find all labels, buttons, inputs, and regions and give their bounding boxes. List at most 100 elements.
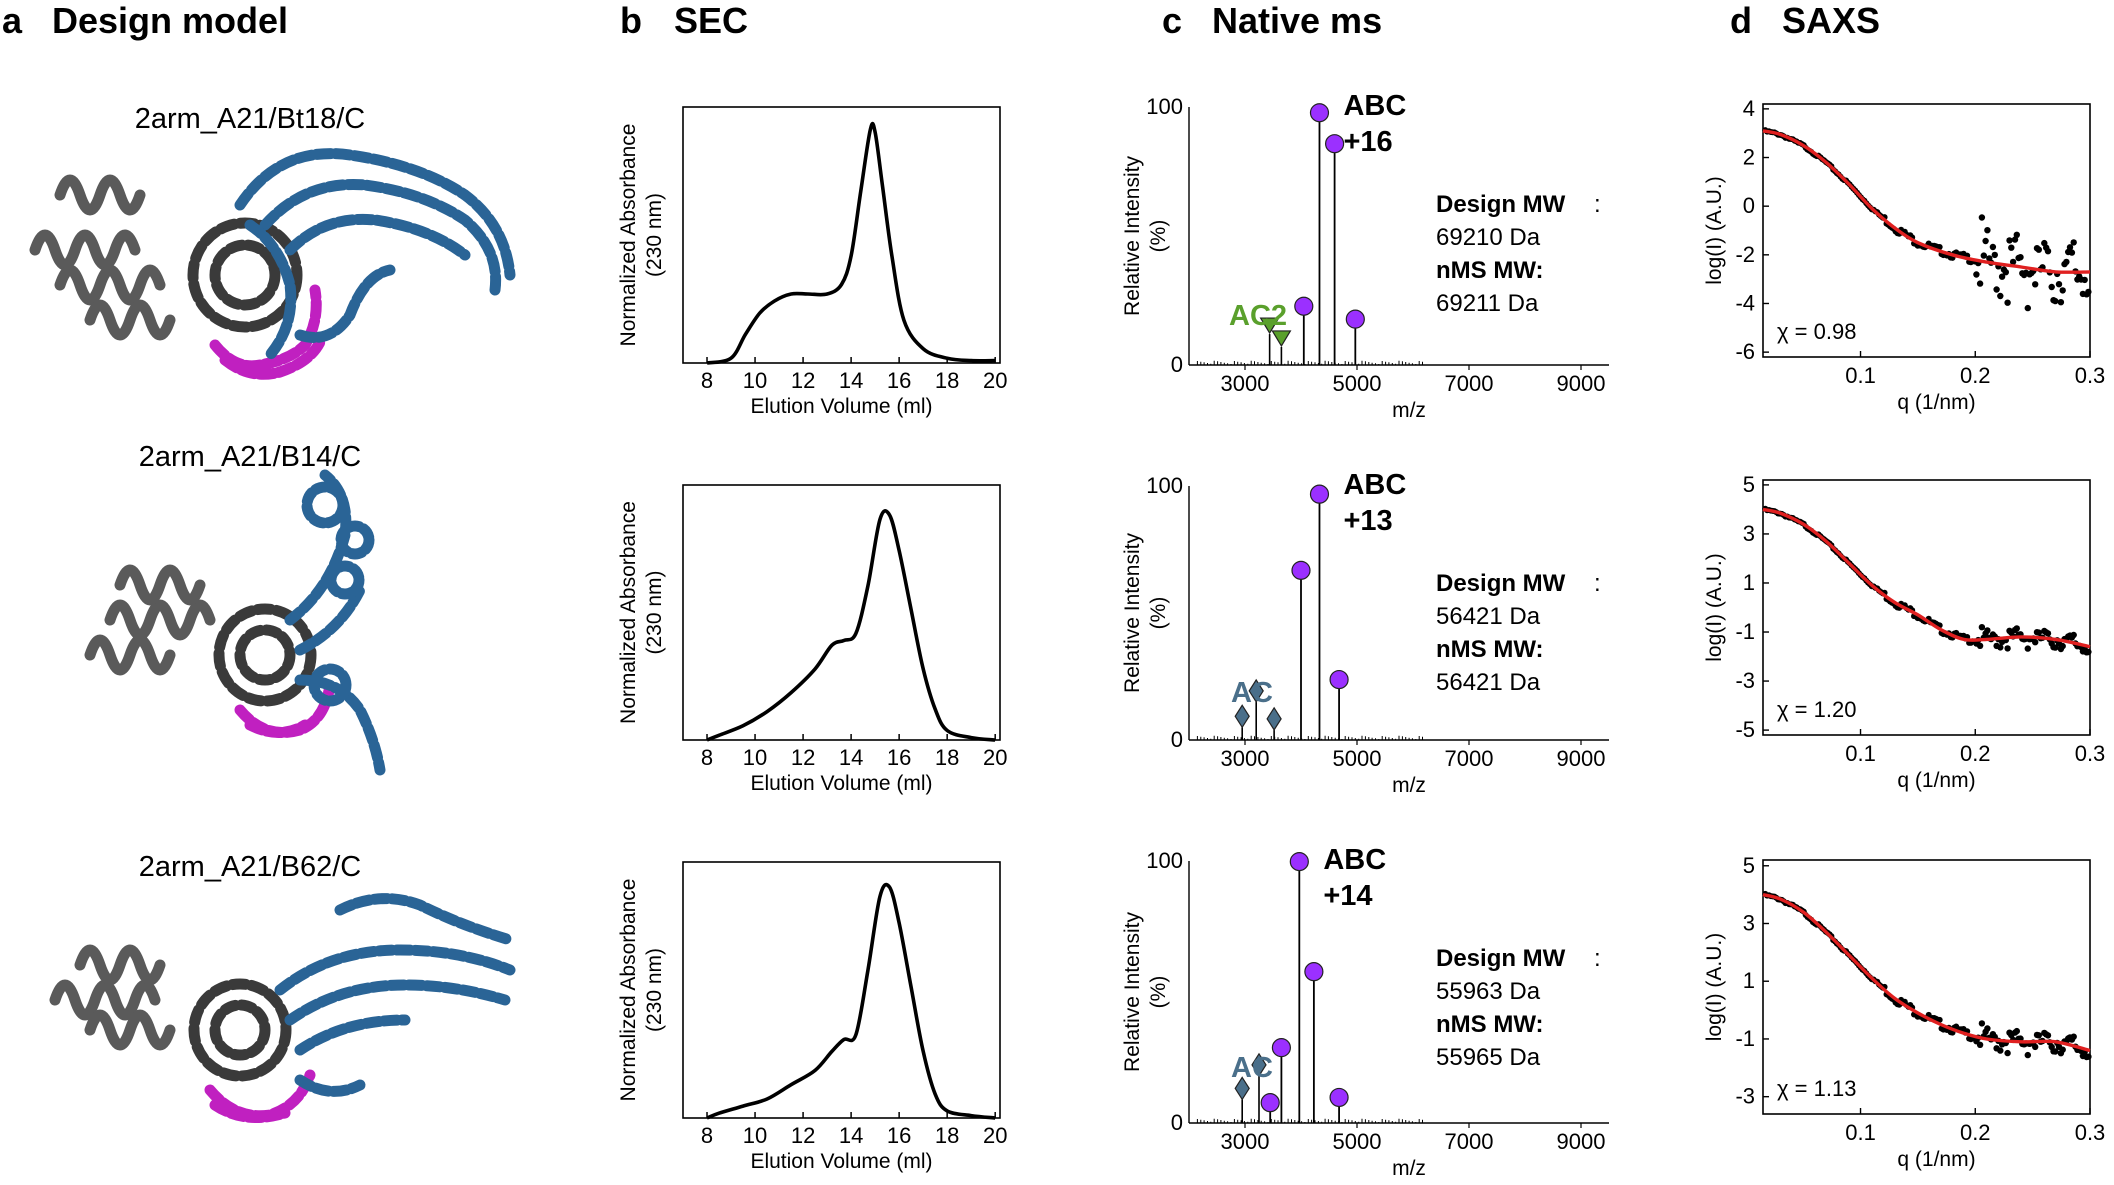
saxs-data-point — [2044, 1032, 2052, 1039]
ms-abc-marker — [1304, 962, 1324, 982]
saxs-data-point — [2059, 287, 2066, 294]
sec-xtick-label: 18 — [935, 368, 959, 393]
ms-xtick-label: 3000 — [1221, 371, 1270, 396]
saxs-data-point — [2002, 269, 2010, 276]
ms-subcomplex-label: AC — [1231, 677, 1273, 709]
saxs-ytick-label: 2 — [1743, 145, 1755, 170]
ms-subcomplex-marker — [1248, 678, 1264, 704]
ms-y-axis-label-1: Relative Intensity — [1121, 912, 1144, 1072]
sec-y-axis-label-1: Normalized Absorbance — [617, 501, 640, 724]
saxs-data-point — [1976, 1041, 1984, 1049]
saxs-data-point — [1976, 280, 1984, 287]
ms-abc-marker — [1309, 103, 1330, 123]
saxs-xtick-label: 0.1 — [1845, 363, 1876, 388]
saxs-ytick-label: -5 — [1735, 717, 1755, 742]
ms-xtick-label: 9000 — [1557, 1129, 1606, 1154]
saxs-data-point — [2011, 236, 2019, 243]
saxs-ytick-label: 5 — [1743, 853, 1755, 878]
saxs-ytick-label: 5 — [1743, 472, 1755, 497]
ms-subcomplex-marker — [1271, 330, 1292, 348]
ms-abc-marker — [1289, 852, 1309, 872]
ms-subcomplex-marker — [1234, 704, 1250, 729]
ms-y-axis-label-2: (%) — [1147, 976, 1170, 1009]
saxs-data-point — [2059, 642, 2066, 650]
sec-xtick-label: 12 — [791, 368, 815, 393]
sec-xtick-label: 8 — [701, 1123, 713, 1148]
ms-nms-mw-value: 55965 Da — [1436, 1044, 1541, 1071]
sec-xtick-label: 16 — [887, 745, 911, 770]
sec-xtick-label: 20 — [983, 745, 1007, 770]
ms-abc-marker — [1324, 134, 1345, 154]
ms-design-mw-value: 56421 Da — [1436, 603, 1541, 630]
model-name-2: 2arm_A21/B14/C — [139, 441, 361, 473]
saxs-fit-curve — [1762, 129, 2091, 274]
saxs-data-point — [2068, 249, 2076, 256]
ms-baseline-noise — [1196, 1118, 1423, 1123]
ms-abc-marker — [1329, 669, 1349, 690]
saxs-x-axis-label: q (1/nm) — [1897, 769, 1975, 792]
panel-c-title: Native ms — [1212, 0, 1382, 41]
ms-ytick-top: 100 — [1146, 94, 1183, 119]
saxs-data-point — [2085, 1053, 2092, 1060]
saxs-data-point — [2059, 1046, 2066, 1053]
ms-abc-marker — [1294, 296, 1314, 316]
ms-abc-marker — [1271, 1038, 1292, 1058]
saxs-data-point — [2035, 246, 2043, 253]
ms-subcomplex-marker — [1234, 1076, 1250, 1101]
ms-design-mw-value: 69210 Da — [1436, 224, 1541, 251]
saxs-data-point — [2081, 276, 2088, 284]
ms-design-mw-colon: : — [1594, 570, 1601, 597]
saxs-ytick-label: -3 — [1735, 668, 1755, 693]
sec-xtick-label: 12 — [791, 745, 815, 770]
saxs-data-point — [2070, 239, 2077, 246]
panel-d-title: SAXS — [1782, 0, 1880, 41]
ms-abc-marker — [1291, 560, 1311, 580]
panel-d-letter: d — [1730, 0, 1752, 41]
saxs-data-point — [1997, 292, 2004, 300]
ms-subcomplex-marker — [1266, 706, 1282, 731]
saxs-ytick-label: -1 — [1735, 619, 1755, 644]
sec-xtick-label: 10 — [743, 745, 767, 770]
saxs-ytick-label: -4 — [1735, 290, 1755, 315]
saxs-data-point — [2004, 299, 2011, 306]
ms-y-axis-label-2: (%) — [1147, 597, 1170, 630]
sec-xtick-label: 18 — [935, 745, 959, 770]
saxs-data-point — [1980, 252, 1988, 259]
ms-x-axis-label: m/z — [1392, 399, 1426, 422]
ms-abc-marker — [1345, 309, 1365, 329]
sec-x-axis-label: Elution Volume (ml) — [750, 1150, 932, 1173]
ms-ytick-bottom: 0 — [1171, 727, 1183, 752]
panel-b-title: SEC — [674, 0, 748, 41]
saxs-ytick-label: -2 — [1735, 242, 1755, 267]
ms-xtick-label: 3000 — [1221, 746, 1270, 771]
sec-xtick-label: 14 — [839, 1123, 863, 1148]
saxs-data-points — [1762, 890, 2092, 1061]
ms-nms-mw-value: 56421 Da — [1436, 669, 1541, 696]
ms-xtick-label: 7000 — [1445, 1129, 1494, 1154]
saxs-xtick-label: 0.3 — [2075, 363, 2106, 388]
saxs-fit-curve — [1762, 507, 2091, 649]
saxs-plot-frame — [1762, 103, 2091, 358]
saxs-ytick-label: -1 — [1735, 1026, 1755, 1051]
ms-design-mw-label: Design MW — [1436, 570, 1566, 597]
saxs-x-axis-label: q (1/nm) — [1897, 391, 1975, 414]
ms-x-axis-label: m/z — [1392, 774, 1426, 797]
saxs-data-point — [2085, 288, 2092, 296]
saxs-data-point — [1978, 1020, 1986, 1027]
ms-y-axis-label-2: (%) — [1147, 220, 1170, 253]
saxs-data-point — [2044, 248, 2052, 255]
saxs-data-point — [1978, 214, 1986, 221]
ms-y-axis-label-1: Relative Intensity — [1121, 156, 1144, 316]
saxs-ytick-label: 4 — [1743, 96, 1755, 121]
saxs-data-points — [1762, 127, 2092, 312]
saxs-ytick-label: -3 — [1735, 1084, 1755, 1109]
saxs-data-point — [2070, 1033, 2077, 1040]
ms-design-mw-colon: : — [1594, 191, 1601, 218]
model-name-3: 2arm_A21/B62/C — [139, 851, 361, 883]
saxs-data-point — [2070, 631, 2077, 639]
ms-subcomplex-label: AC — [1231, 1052, 1273, 1084]
sec-trace — [706, 882, 996, 1120]
saxs-data-point — [2024, 304, 2032, 312]
